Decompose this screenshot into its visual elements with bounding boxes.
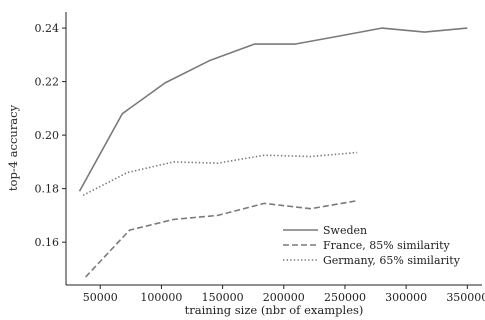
series-lines xyxy=(78,27,468,278)
legend: Sweden France, 85% similarity Germany, 6… xyxy=(283,224,461,267)
y-axis-label: top-4 accuracy xyxy=(6,104,20,191)
series-line-sweden xyxy=(78,27,468,192)
series-line-france xyxy=(85,199,358,278)
y-tick-label: 0.22 xyxy=(35,76,60,89)
y-tick-label: 0.18 xyxy=(35,183,60,196)
x-tick-label: 150000 xyxy=(202,291,244,304)
y-tick-label: 0.24 xyxy=(35,22,60,35)
legend-label-germany: Germany, 65% similarity xyxy=(323,254,461,267)
y-tick-label: 0.16 xyxy=(35,236,60,249)
x-tick-label: 50000 xyxy=(83,291,118,304)
legend-item-sweden: Sweden xyxy=(283,224,367,237)
x-tick-label: 250000 xyxy=(324,291,366,304)
y-ticks: 0.16 0.18 0.20 0.22 0.24 xyxy=(35,22,66,249)
x-tick-label: 100000 xyxy=(140,291,182,304)
legend-item-france: France, 85% similarity xyxy=(283,239,451,252)
plot-area: 50000 100000 150000 200000 250000 300000 35000… xyxy=(35,12,485,304)
legend-item-germany: Germany, 65% similarity xyxy=(283,254,461,267)
y-tick-label: 0.20 xyxy=(35,129,60,142)
x-tick-label: 350000 xyxy=(446,291,485,304)
x-axis-label: training size (nbr of examples) xyxy=(185,303,364,317)
legend-label-france: France, 85% similarity xyxy=(323,239,451,252)
x-tick-label: 200000 xyxy=(263,291,305,304)
x-ticks: 50000 100000 150000 200000 250000 300000 35000… xyxy=(83,285,485,304)
legend-label-sweden: Sweden xyxy=(323,224,367,237)
x-tick-label: 300000 xyxy=(385,291,427,304)
series-line-germany xyxy=(82,151,358,197)
